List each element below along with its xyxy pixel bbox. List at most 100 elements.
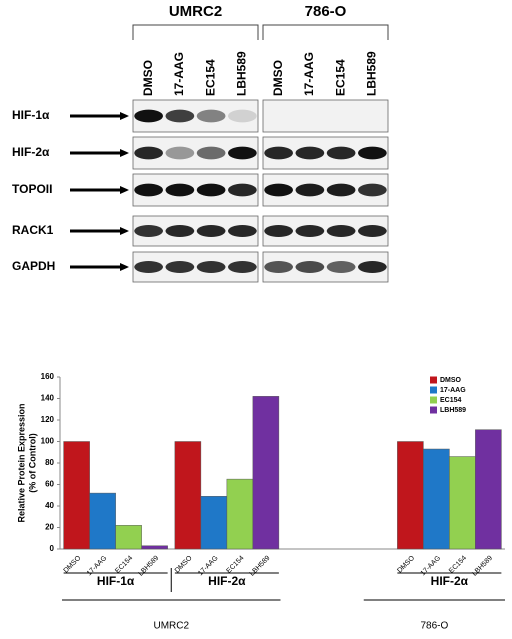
x-tick-label: LBH589 (249, 555, 272, 578)
arrow-head (120, 227, 129, 235)
band (196, 146, 226, 160)
band (196, 261, 226, 273)
band (134, 146, 163, 160)
band (196, 225, 226, 237)
band (295, 183, 325, 197)
x-tick-label: LBH589 (138, 555, 161, 578)
legend-label: 17-AAG (440, 387, 466, 394)
legend-swatch (430, 376, 437, 384)
y-tick-label: 140 (41, 394, 55, 403)
band (134, 261, 163, 273)
protein-label: GAPDH (12, 259, 55, 273)
y-tick-label: 120 (41, 415, 55, 424)
group-label: 786-O (420, 621, 448, 632)
bar (200, 496, 228, 550)
band (295, 146, 325, 160)
band (358, 146, 387, 160)
group-label: UMRC2 (153, 621, 189, 632)
cell-line-label: UMRC2 (169, 3, 222, 20)
y-tick-label: 160 (41, 372, 55, 381)
arrow-head (120, 186, 129, 194)
band (134, 225, 163, 237)
cell-line-label: 786-O (305, 3, 347, 20)
bar (475, 429, 502, 550)
lane-label: 17-AAG (172, 52, 186, 96)
x-tick-label: EC154 (114, 555, 134, 575)
band (165, 109, 195, 123)
band (264, 146, 293, 160)
protein-label: HIF-1α (12, 108, 50, 122)
legend-swatch (430, 396, 437, 404)
x-tick-label: DMSO (174, 554, 194, 574)
protein-label: HIF-2α (12, 145, 50, 159)
band (165, 183, 195, 197)
band (228, 109, 257, 123)
legend-label: DMSO (440, 377, 462, 384)
x-tick-label: DMSO (63, 554, 83, 574)
y-tick-label: 80 (45, 458, 54, 467)
bar (63, 441, 90, 550)
y-axis-label: (% of Control) (27, 433, 37, 492)
x-tick-label: LBH589 (471, 555, 494, 578)
bar (423, 448, 450, 550)
blot-panel (132, 99, 259, 133)
band (196, 183, 226, 197)
band (165, 146, 195, 160)
y-tick-label: 20 (45, 523, 54, 532)
lane-label: LBH589 (365, 51, 379, 96)
bar (141, 545, 168, 550)
y-tick-label: 100 (41, 437, 55, 446)
arrow-head (120, 149, 129, 157)
bracket (262, 24, 389, 40)
legend-swatch (430, 386, 437, 394)
arrow-head (120, 263, 129, 271)
arrow-head (120, 112, 129, 120)
band (264, 183, 293, 197)
band (326, 225, 356, 237)
band (358, 183, 387, 197)
legend-label: LBH589 (440, 407, 466, 414)
band (358, 225, 387, 237)
lane-label: LBH589 (235, 51, 249, 96)
band (196, 109, 226, 123)
bar (174, 441, 202, 550)
lane-label: EC154 (203, 59, 217, 96)
band (228, 261, 257, 273)
y-tick-label: 60 (45, 480, 54, 489)
category-label: HIF-1α (97, 574, 135, 588)
band (165, 261, 195, 273)
band (264, 225, 293, 237)
band (228, 183, 257, 197)
category-label: HIF-2α (208, 574, 246, 588)
y-tick-label: 40 (45, 501, 54, 510)
band (326, 146, 356, 160)
band (295, 225, 325, 237)
band (326, 261, 356, 273)
bar (397, 441, 424, 550)
bar (115, 525, 142, 550)
band (326, 183, 356, 197)
band (358, 261, 387, 273)
bracket (132, 24, 259, 40)
legend-label: EC154 (440, 397, 462, 404)
band (228, 146, 257, 160)
band (134, 109, 163, 123)
x-tick-label: EC154 (448, 555, 468, 575)
band (165, 225, 195, 237)
bar (449, 456, 476, 550)
protein-label: RACK1 (12, 223, 54, 237)
bar (89, 492, 116, 550)
x-tick-label: DMSO (396, 554, 416, 574)
blot-panel (262, 99, 389, 133)
band (134, 183, 163, 197)
lane-label: DMSO (271, 60, 285, 96)
lane-label: EC154 (333, 59, 347, 96)
protein-label: TOPOII (12, 182, 52, 196)
band (264, 261, 293, 273)
x-tick-label: EC154 (226, 555, 246, 575)
lane-label: DMSO (141, 60, 155, 96)
legend-swatch (430, 406, 437, 414)
band (228, 225, 257, 237)
y-axis-label: Relative Protein Expression (16, 403, 26, 522)
